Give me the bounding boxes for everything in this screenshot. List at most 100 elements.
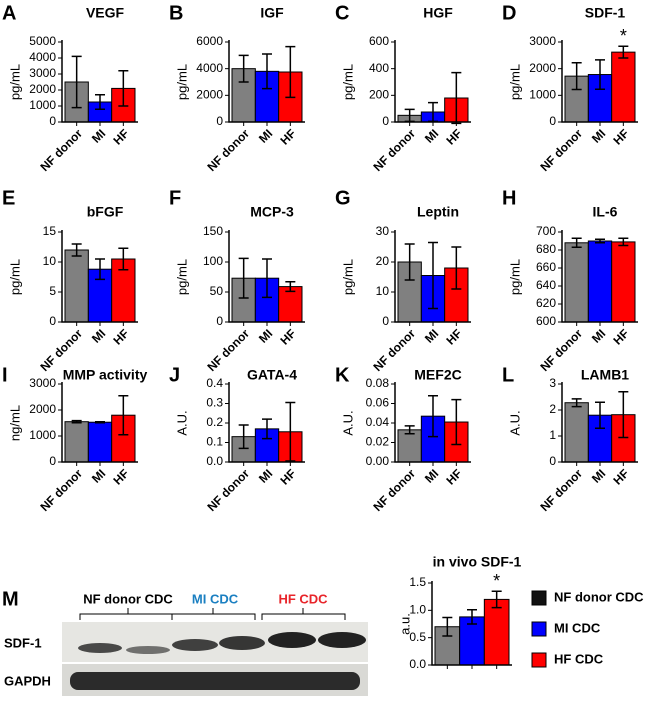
error-bar <box>238 54 249 83</box>
legend-label: HF CDC <box>554 651 604 666</box>
chart-title: VEGF <box>86 5 125 21</box>
bar <box>87 421 113 463</box>
axes <box>228 230 305 323</box>
x-tick-label: MI <box>256 326 275 345</box>
blot-group-label: HF CDC <box>278 591 328 606</box>
y-tick-label: 2000 <box>196 88 223 102</box>
error-bar <box>571 398 582 408</box>
bar <box>397 429 422 463</box>
y-tick-label: 0 <box>49 114 56 128</box>
bar <box>564 242 589 323</box>
error-bar <box>71 243 82 257</box>
blot-bands <box>70 632 366 690</box>
y-tick-label: 4000 <box>29 50 56 64</box>
axes <box>228 40 305 123</box>
error-bar <box>95 94 105 110</box>
y-tick-label: 0.08 <box>366 376 390 390</box>
axes <box>394 382 471 463</box>
error-bar <box>285 45 296 99</box>
y-tick-label: 700 <box>536 224 556 238</box>
error-bar <box>451 246 462 290</box>
legend-label: MI CDC <box>554 620 601 635</box>
y-tick-label: 0 <box>382 314 389 328</box>
x-tick-label: NF donor <box>37 126 85 174</box>
x-tick-label: MI <box>89 466 108 485</box>
x-tick-label: MI <box>422 326 441 345</box>
y-tick-label: 150 <box>203 224 223 238</box>
y-axis-label: pg/mL <box>340 64 355 100</box>
y-tick-label: 0.2 <box>206 415 223 429</box>
y-axis-label: ng/mL <box>7 405 22 441</box>
y-tick-label: 6000 <box>196 34 223 48</box>
blot-row-label: SDF-1 <box>4 635 42 650</box>
y-tick-label: 0 <box>549 114 556 128</box>
y-tick-label: 2000 <box>29 82 56 96</box>
y-tick-label: 1000 <box>529 88 556 102</box>
bar <box>611 51 636 123</box>
legend-swatch <box>531 621 547 637</box>
y-tick-label: 0.04 <box>366 415 390 429</box>
panel-letter: K <box>335 364 350 386</box>
y-tick-label: 600 <box>369 34 389 48</box>
bar <box>483 598 510 666</box>
error-bar <box>118 70 129 107</box>
error-bar <box>571 237 582 249</box>
y-axis-label: A.U. <box>340 410 355 435</box>
x-tick-label: HF <box>443 126 464 147</box>
error-bar <box>595 59 605 90</box>
error-bar <box>451 398 462 446</box>
y-tick-label: 20 <box>376 254 390 268</box>
error-bar <box>467 609 477 625</box>
x-tick-label: HF <box>277 326 298 347</box>
y-axis-label: pg/mL <box>174 259 189 295</box>
y-tick-label: 2000 <box>529 61 556 75</box>
y-axis-label: pg/mL <box>174 64 189 100</box>
y-tick-label: 680 <box>536 242 556 256</box>
x-tick-label: MI <box>422 466 441 485</box>
y-tick-label: 5 <box>49 284 56 298</box>
error-bar <box>571 62 582 91</box>
x-tick-label: HF <box>443 326 464 347</box>
y-tick-label: 1 <box>549 428 556 442</box>
y-axis-label: pg/mL <box>507 259 522 295</box>
panel-letter: F <box>169 187 181 209</box>
chart-title: LAMB1 <box>581 367 629 383</box>
x-tick-label: MI <box>589 466 608 485</box>
bar <box>587 240 613 323</box>
y-tick-label: 0.06 <box>366 396 390 410</box>
error-bar <box>404 425 415 435</box>
x-tick-label: NF donor <box>370 126 418 174</box>
panel-letter: E <box>2 187 15 209</box>
x-tick-label: NF donor <box>537 326 585 374</box>
y-tick-label: 0 <box>49 454 56 468</box>
y-tick-label: 0.0 <box>206 454 223 468</box>
x-tick-label: HF <box>110 326 131 347</box>
y-tick-label: 4000 <box>196 61 223 75</box>
legend-swatch <box>531 652 547 668</box>
x-tick-label: NF donor <box>204 326 252 374</box>
x-tick-label: NF donor <box>37 466 85 514</box>
y-tick-label: 0.0 <box>409 657 426 671</box>
legend-swatch <box>531 590 547 606</box>
blot-braces <box>79 608 346 620</box>
y-tick-label: 3 <box>549 376 556 390</box>
y-tick-label: 0.1 <box>206 435 223 449</box>
y-tick-label: 620 <box>536 296 556 310</box>
y-tick-label: 3000 <box>29 376 56 390</box>
axes <box>61 40 138 123</box>
chart-title: HGF <box>423 5 453 21</box>
axes <box>394 40 471 123</box>
y-axis-label: A.U. <box>174 410 189 435</box>
chart-title: IGF <box>260 5 284 21</box>
y-tick-label: 0.5 <box>409 630 426 644</box>
y-tick-label: 50 <box>210 284 224 298</box>
axes <box>61 382 138 463</box>
x-tick-label: HF <box>277 466 298 487</box>
chart-title: MEF2C <box>414 367 461 383</box>
error-bar <box>262 418 272 440</box>
axes <box>394 230 471 323</box>
x-tick-label: MI <box>89 326 108 345</box>
y-tick-label: 0 <box>216 114 223 128</box>
y-tick-label: 200 <box>369 88 389 102</box>
